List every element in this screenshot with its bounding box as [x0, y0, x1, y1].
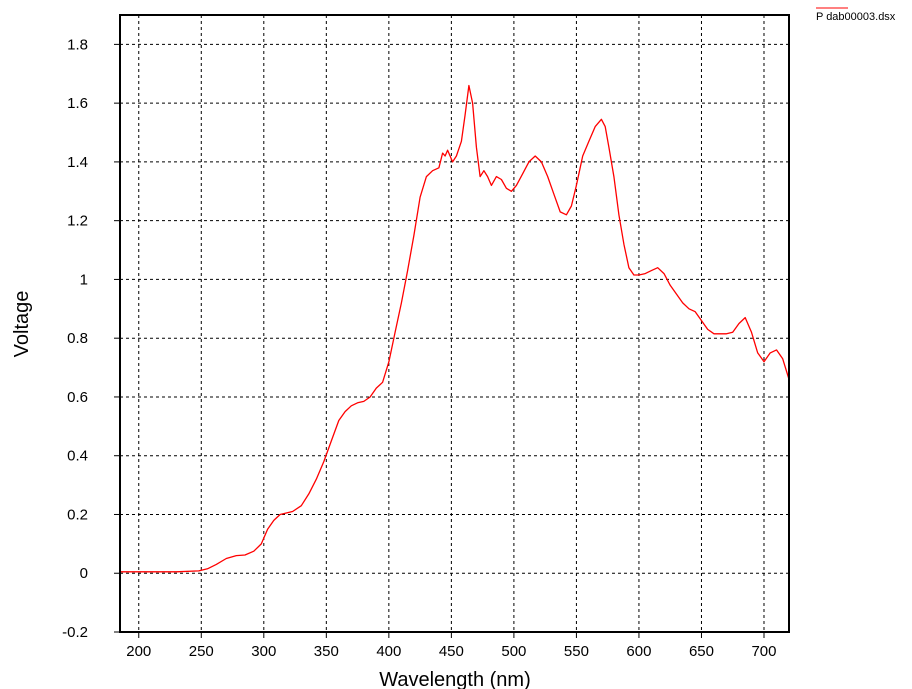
series-group [120, 84, 790, 573]
x-tick-label: 700 [751, 643, 776, 660]
y-axis-title: Voltage [11, 291, 33, 358]
x-tick-label: 600 [626, 643, 651, 660]
x-tick-label: 500 [501, 643, 526, 660]
y-tick-label: -0.2 [62, 624, 88, 641]
plot-frame [119, 14, 790, 633]
series-line [120, 84, 790, 573]
y-tick-label: 1.4 [67, 154, 88, 171]
y-tick-label: 0.6 [67, 389, 88, 406]
x-tick-label: 250 [189, 643, 214, 660]
y-axis-ticks: -0.2 0 0.2 0.4 0.6 0.8 1 1.2 1.4 1.6 1.8 [62, 36, 120, 641]
x-axis-ticks: 200 250 300 350 400 450 500 550 600 650 700 [126, 632, 777, 660]
legend-label: P dab00003.dsx [816, 11, 896, 23]
y-tick-label: 1.2 [67, 213, 88, 230]
x-tick-label: 650 [689, 643, 714, 660]
y-tick-label: 1.6 [67, 95, 88, 112]
y-tick-label: 0.2 [67, 506, 88, 523]
x-tick-label: 400 [376, 643, 401, 660]
y-tick-label: 0.4 [67, 448, 88, 465]
x-tick-label: 200 [126, 643, 151, 660]
y-tick-label: 0 [80, 565, 88, 582]
x-tick-label: 300 [251, 643, 276, 660]
x-tick-label: 450 [439, 643, 464, 660]
legend: P dab00003.dsx [816, 7, 896, 23]
x-tick-label: 550 [564, 643, 589, 660]
y-tick-label: 1.8 [67, 36, 88, 53]
y-tick-label: 0.8 [67, 330, 88, 347]
y-tick-label: 1 [80, 271, 88, 288]
x-axis-title: Wavelength (nm) [379, 669, 531, 689]
grid [120, 15, 789, 633]
x-tick-label: 350 [314, 643, 339, 660]
